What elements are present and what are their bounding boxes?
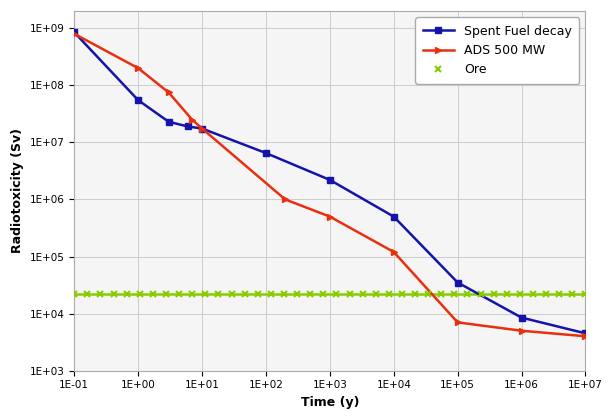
Spent Fuel decay [518,315,525,320]
ADS 500 MW [134,66,142,71]
Ore [267,291,274,297]
Spent Fuel decay [582,331,589,336]
X-axis label: Time (y): Time (y) [301,396,359,409]
Spent Fuel decay [262,150,270,155]
Ore [346,291,353,297]
Ore [359,291,367,297]
Spent Fuel decay [390,214,397,219]
Ore [424,291,432,297]
Ore [228,291,235,297]
Ore [149,291,157,297]
Ore [529,291,537,297]
Ore [293,291,301,297]
Ore [569,291,576,297]
ADS 500 MW [454,320,461,325]
Spent Fuel decay [326,177,333,182]
Ore [162,291,169,297]
ADS 500 MW [188,117,196,122]
Ore [385,291,392,297]
Ore [490,291,497,297]
Ore [372,291,379,297]
Ore [176,291,183,297]
Y-axis label: Radiotoxicity (Sv): Radiotoxicity (Sv) [11,129,24,253]
Ore [333,291,340,297]
Ore [464,291,471,297]
Spent Fuel decay [71,30,78,35]
Ore [241,291,248,297]
ADS 500 MW [165,90,173,95]
Ore [201,291,209,297]
Legend: Spent Fuel decay, ADS 500 MW, Ore: Spent Fuel decay, ADS 500 MW, Ore [415,17,579,84]
Ore [123,291,130,297]
Ore [254,291,262,297]
Ore [84,291,91,297]
Line: Spent Fuel decay: Spent Fuel decay [71,29,589,337]
Spent Fuel decay [184,124,192,129]
Ore [215,291,222,297]
Line: ADS 500 MW: ADS 500 MW [71,30,589,340]
Line: Ore: Ore [71,291,589,297]
Ore [188,291,196,297]
Ore [477,291,484,297]
Ore [438,291,445,297]
Ore [556,291,563,297]
Ore [97,291,104,297]
Ore [71,291,78,297]
Spent Fuel decay [134,97,142,102]
Ore [582,291,589,297]
Ore [411,291,419,297]
ADS 500 MW [71,32,78,37]
Ore [320,291,327,297]
Ore [136,291,144,297]
ADS 500 MW [390,249,397,255]
Spent Fuel decay [165,119,173,124]
Spent Fuel decay [198,126,206,131]
ADS 500 MW [582,334,589,339]
ADS 500 MW [281,197,289,202]
Ore [451,291,458,297]
ADS 500 MW [198,126,206,131]
Ore [503,291,510,297]
ADS 500 MW [326,214,333,219]
Ore [306,291,314,297]
ADS 500 MW [518,328,525,333]
Ore [398,291,406,297]
Ore [542,291,550,297]
Ore [110,291,117,297]
Ore [516,291,524,297]
Spent Fuel decay [454,280,461,285]
Ore [281,291,288,297]
